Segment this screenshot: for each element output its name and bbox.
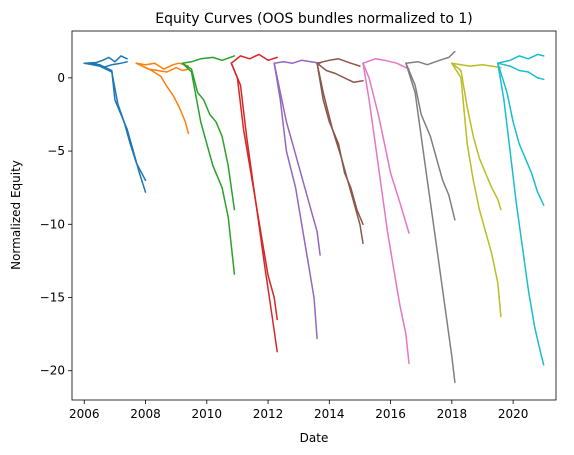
equity-curve xyxy=(83,55,128,64)
equity-curve xyxy=(273,62,318,340)
equity-curve xyxy=(316,58,361,67)
equity-curve xyxy=(362,62,410,234)
x-tick-label: 2008 xyxy=(130,407,161,421)
bundle-group xyxy=(497,53,545,366)
equity-curve xyxy=(83,62,147,182)
x-tick-label: 2018 xyxy=(437,407,468,421)
x-tick-label: 2016 xyxy=(375,407,406,421)
equity-curve xyxy=(230,53,278,64)
equity-curve xyxy=(362,62,410,365)
equity-curve xyxy=(451,62,502,318)
equity-curve xyxy=(181,62,236,275)
equity-curve xyxy=(497,62,545,81)
equity-curve xyxy=(273,59,321,64)
equity-curve xyxy=(362,58,410,70)
y-axis: 0 −5 −10 −15 −20 xyxy=(40,71,72,378)
y-tick-label: −5 xyxy=(47,144,65,158)
bundle-group xyxy=(230,53,278,353)
equity-curve xyxy=(405,50,456,66)
x-tick-label: 2012 xyxy=(253,407,284,421)
plot-frame xyxy=(71,30,557,401)
y-axis-label: Normalized Equity xyxy=(9,160,23,270)
equity-curve xyxy=(451,62,502,69)
bundle-group xyxy=(405,50,456,384)
y-tick-label: 0 xyxy=(57,71,65,85)
chart-title: Equity Curves (OOS bundles normalized to… xyxy=(155,11,473,27)
equity-curve xyxy=(181,55,236,64)
equity-curve xyxy=(135,62,190,135)
equity-curve xyxy=(497,62,545,366)
bundle-group xyxy=(273,59,321,340)
equity-curve xyxy=(273,62,321,256)
equity-curve xyxy=(181,62,236,211)
equity-curve xyxy=(405,62,456,384)
equity-curve xyxy=(405,62,456,221)
equity-curve xyxy=(316,62,364,84)
x-tick-label: 2014 xyxy=(314,407,345,421)
equity-curve xyxy=(83,62,147,193)
y-tick-label: −10 xyxy=(40,217,65,231)
bundle-group xyxy=(362,58,410,365)
bundle-group xyxy=(181,55,236,275)
curves-layer xyxy=(83,50,545,384)
equity-curve xyxy=(451,62,502,211)
bundle-group xyxy=(83,55,147,193)
equity-curve xyxy=(316,62,364,226)
x-tick-label: 2020 xyxy=(498,407,529,421)
equity-curve xyxy=(497,53,545,64)
x-tick-label: 2006 xyxy=(69,407,100,421)
y-tick-label: −15 xyxy=(40,291,65,305)
equity-curve xyxy=(135,62,190,70)
x-axis: 2006 2008 2010 2012 2014 2016 2018 2020 xyxy=(69,400,528,421)
equity-curve xyxy=(230,62,278,353)
equity-curve xyxy=(316,62,364,245)
bundle-group xyxy=(135,62,190,135)
x-axis-label: Date xyxy=(300,431,329,445)
equity-curve xyxy=(497,62,545,206)
bundle-group xyxy=(316,58,364,245)
y-tick-label: −20 xyxy=(40,364,65,378)
bundle-group xyxy=(451,62,502,318)
x-tick-label: 2010 xyxy=(192,407,223,421)
